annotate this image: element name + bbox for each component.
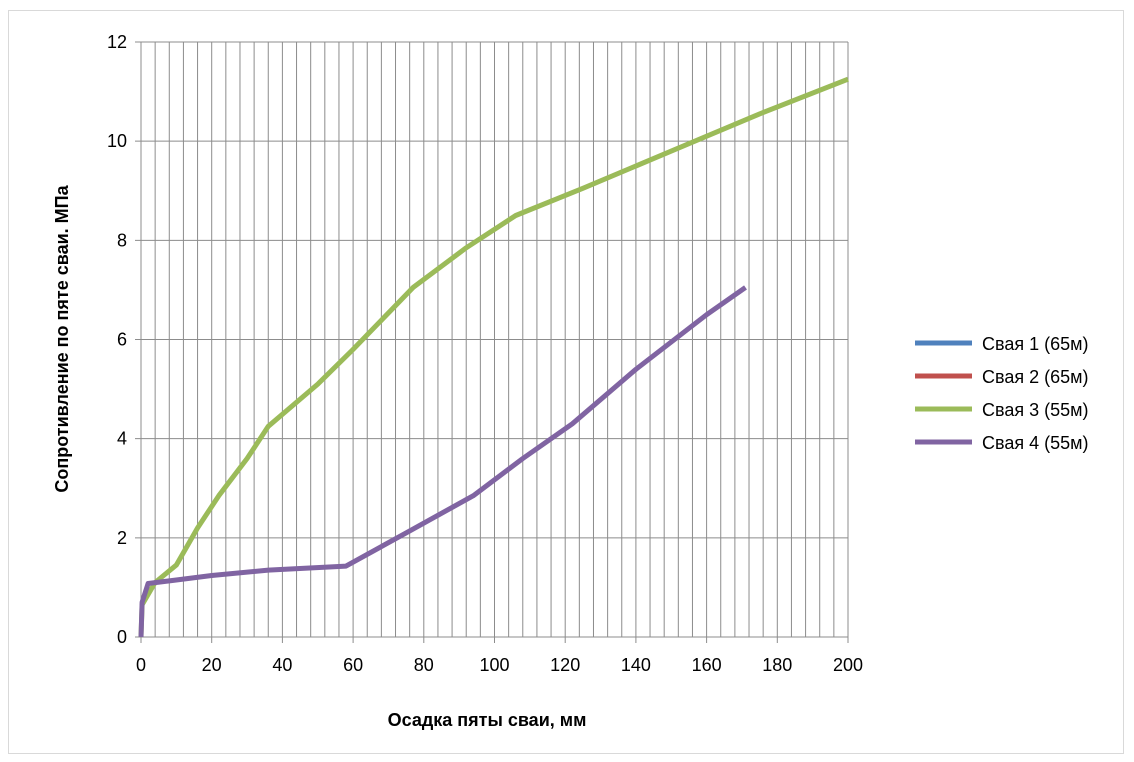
y-tick-label: 10 xyxy=(107,131,127,151)
y-tick-label: 8 xyxy=(117,230,127,250)
x-tick-label: 80 xyxy=(414,655,434,675)
y-axis-title: Сопротивление по пяте сваи. МПа xyxy=(52,184,72,492)
x-tick-label: 140 xyxy=(621,655,651,675)
y-tick-label: 4 xyxy=(117,429,127,449)
x-axis-title: Осадка пяты сваи, мм xyxy=(388,710,587,730)
legend-label-2: Свая 2 (65м) xyxy=(982,367,1089,387)
x-tick-label: 200 xyxy=(833,655,863,675)
x-tick-label: 0 xyxy=(136,655,146,675)
y-tick-label: 12 xyxy=(107,32,127,52)
x-tick-label: 100 xyxy=(479,655,509,675)
x-tick-label: 180 xyxy=(762,655,792,675)
x-tick-label: 120 xyxy=(550,655,580,675)
grid-lines xyxy=(135,41,849,643)
x-tick-label: 60 xyxy=(343,655,363,675)
y-tick-label: 2 xyxy=(117,528,127,548)
legend: Свая 1 (65м) Свая 2 (65м) Свая 3 (55м) Свая… xyxy=(915,334,1089,453)
series-lines xyxy=(138,76,849,638)
x-tick-label: 20 xyxy=(202,655,222,675)
series-line-3 xyxy=(138,76,849,638)
legend-label-1: Свая 1 (65м) xyxy=(982,334,1089,354)
y-tick-label: 6 xyxy=(117,330,127,350)
y-tick-label: 0 xyxy=(117,627,127,647)
chart-frame xyxy=(8,10,1124,754)
y-tick-labels: 0 2 4 6 8 10 12 xyxy=(107,32,127,647)
series-line-4 xyxy=(138,285,747,638)
x-tick-labels: 0 20 40 60 80 100 120 140 160 180 200 xyxy=(136,655,863,675)
x-tick-label: 40 xyxy=(272,655,292,675)
legend-label-4: Свая 4 (55м) xyxy=(982,433,1089,453)
legend-label-3: Свая 3 (55м) xyxy=(982,400,1089,420)
x-tick-label: 160 xyxy=(692,655,722,675)
